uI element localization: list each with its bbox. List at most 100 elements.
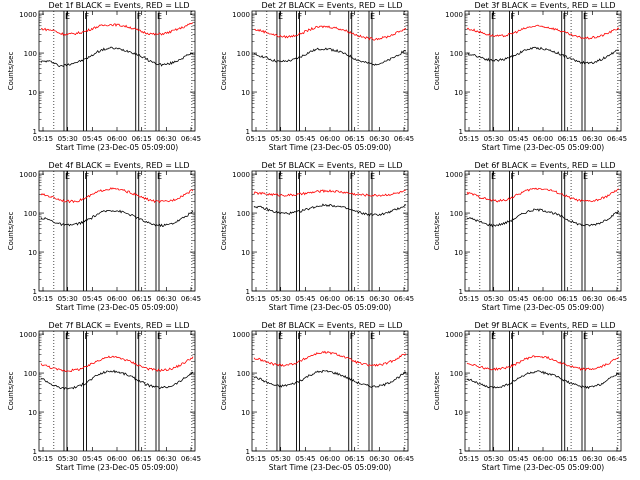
x-axis-label: Start Time (23-Dec-05 05:09:00) — [269, 463, 391, 472]
y-tick-label: 100 — [24, 50, 37, 58]
x-tick-label: 06:00 — [533, 135, 553, 143]
y-tick-label: 10 — [241, 409, 250, 417]
y-tick-label: 1000 — [445, 331, 463, 339]
y-tick-label: 1000 — [19, 331, 37, 339]
x-tick-label: 05:15 — [246, 135, 266, 143]
y-tick-label: 100 — [24, 370, 37, 378]
y-axis-label: Counts/sec — [433, 52, 441, 91]
x-tick-label: 05:30 — [58, 455, 78, 463]
x-tick-label: 06:45 — [394, 135, 414, 143]
events-series-line — [253, 203, 407, 217]
detector-panel-8: Det 8f BLACK = Events, RED = LLD 1 10 100 10… — [220, 321, 414, 472]
plot-frame — [251, 330, 409, 452]
x-tick-label: 06:30 — [369, 135, 389, 143]
marker-label: F — [563, 172, 568, 181]
x-tick-label: 05:15 — [246, 455, 266, 463]
marker-label: E — [278, 12, 283, 21]
y-axis-label: Counts/sec — [433, 212, 441, 251]
events-series-line — [466, 370, 620, 390]
marker-label: F — [297, 12, 302, 21]
y-tick-label: 1000 — [19, 11, 37, 19]
marker-label: E — [491, 172, 496, 181]
marker-label: E — [370, 332, 375, 341]
x-tick-label: 06:15 — [132, 455, 152, 463]
events-series-line — [40, 46, 194, 68]
x-tick-label: 05:30 — [484, 135, 504, 143]
x-tick-label: 05:45 — [295, 455, 315, 463]
detector-panel-1: Det 1f BLACK = Events, RED = LLD 1 10 100 10… — [7, 1, 201, 152]
marker-label: E — [370, 12, 375, 21]
x-tick-label: 06:30 — [582, 295, 602, 303]
chart-title: Det 9f BLACK = Events, RED = LLD — [474, 321, 615, 330]
x-tick-label: 06:30 — [369, 455, 389, 463]
x-axis-label: Start Time (23-Dec-05 05:09:00) — [482, 143, 604, 152]
chart-title: Det 4f BLACK = Events, RED = LLD — [48, 161, 189, 170]
x-tick-label: 05:30 — [484, 295, 504, 303]
marker-label: E — [583, 172, 588, 181]
chart-title: Det 5f BLACK = Events, RED = LLD — [261, 161, 402, 170]
plot-frame — [251, 10, 409, 132]
y-tick-label: 100 — [450, 210, 463, 218]
x-tick-label: 05:30 — [271, 295, 291, 303]
marker-label: E — [157, 12, 162, 21]
x-tick-label: 06:15 — [345, 135, 365, 143]
x-tick-label: 05:15 — [33, 295, 53, 303]
y-tick-label: 10 — [241, 89, 250, 97]
x-tick-label: 06:15 — [345, 455, 365, 463]
x-tick-label: 06:30 — [156, 295, 176, 303]
x-tick-label: 05:45 — [82, 135, 102, 143]
marker-label: F — [297, 332, 302, 341]
y-tick-label: 10 — [28, 409, 37, 417]
x-tick-label: 06:00 — [533, 295, 553, 303]
y-tick-label: 1000 — [232, 171, 250, 179]
x-tick-label: 05:30 — [58, 295, 78, 303]
x-axis-label: Start Time (23-Dec-05 05:09:00) — [482, 303, 604, 312]
x-tick-label: 06:00 — [320, 295, 340, 303]
y-tick-label: 1 — [246, 288, 250, 296]
chart-title: Det 6f BLACK = Events, RED = LLD — [474, 161, 615, 170]
y-tick-label: 10 — [454, 89, 463, 97]
marker-label: F — [137, 332, 142, 341]
marker-label: F — [510, 12, 515, 21]
marker-label: E — [157, 172, 162, 181]
y-tick-label: 10 — [454, 249, 463, 257]
marker-label: F — [137, 12, 142, 21]
marker-label: F — [510, 172, 515, 181]
x-tick-label: 05:15 — [33, 455, 53, 463]
y-tick-label: 1000 — [232, 11, 250, 19]
y-axis-label: Counts/sec — [220, 52, 228, 91]
marker-label: E — [583, 332, 588, 341]
events-series-line — [253, 369, 407, 388]
x-tick-label: 05:45 — [295, 135, 315, 143]
x-tick-label: 06:00 — [320, 135, 340, 143]
marker-label: E — [278, 172, 283, 181]
events-series-line — [40, 209, 194, 228]
marker-label: E — [491, 332, 496, 341]
y-tick-label: 1 — [246, 128, 250, 136]
y-tick-label: 1 — [33, 128, 37, 136]
marker-label: F — [563, 332, 568, 341]
x-tick-label: 05:15 — [459, 295, 479, 303]
y-tick-label: 100 — [237, 210, 250, 218]
x-tick-label: 06:15 — [558, 135, 578, 143]
lld-series-line — [40, 187, 194, 204]
x-tick-label: 06:45 — [181, 455, 201, 463]
y-tick-label: 1 — [459, 448, 463, 456]
plot-frame — [464, 170, 622, 292]
y-tick-label: 1000 — [445, 11, 463, 19]
x-tick-label: 06:00 — [107, 135, 127, 143]
y-tick-label: 1000 — [232, 331, 250, 339]
x-tick-label: 05:45 — [295, 295, 315, 303]
detector-panel-7: Det 7f BLACK = Events, RED = LLD 1 10 100 10… — [7, 321, 201, 472]
y-tick-label: 10 — [454, 409, 463, 417]
marker-label: E — [65, 12, 70, 21]
y-axis-label: Counts/sec — [433, 372, 441, 411]
y-tick-label: 1000 — [445, 171, 463, 179]
x-tick-label: 06:15 — [345, 295, 365, 303]
chart-title: Det 3f BLACK = Events, RED = LLD — [474, 1, 615, 10]
marker-label: F — [84, 172, 89, 181]
x-axis-label: Start Time (23-Dec-05 05:09:00) — [56, 463, 178, 472]
marker-label: F — [563, 12, 568, 21]
events-series-line — [40, 369, 194, 391]
marker-label: E — [491, 12, 496, 21]
